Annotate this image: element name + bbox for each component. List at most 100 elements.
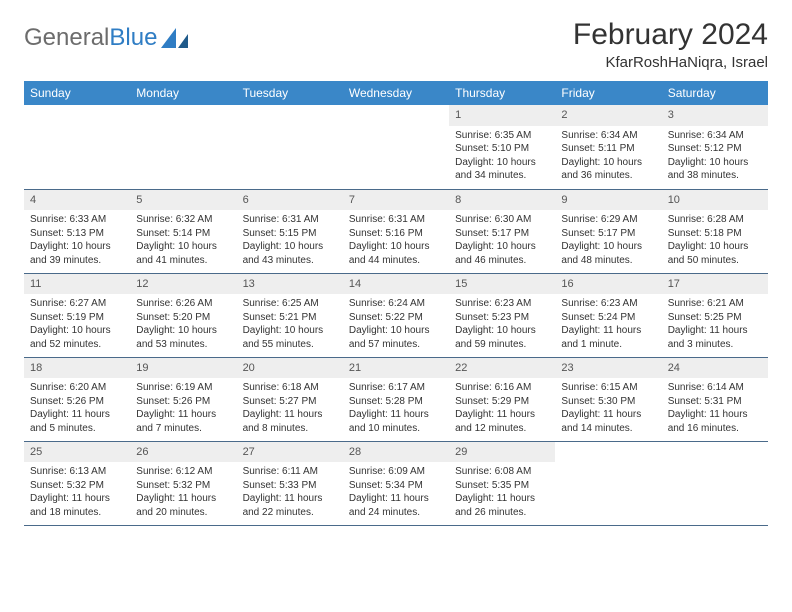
day-number: 23 <box>555 358 661 379</box>
day-body: Sunrise: 6:16 AMSunset: 5:29 PMDaylight:… <box>449 378 555 438</box>
sail-icon <box>161 28 189 48</box>
day-body: Sunrise: 6:35 AMSunset: 5:10 PMDaylight:… <box>449 126 555 186</box>
calendar-table: SundayMondayTuesdayWednesdayThursdayFrid… <box>24 81 768 526</box>
calendar-cell: 15Sunrise: 6:23 AMSunset: 5:23 PMDayligh… <box>449 273 555 357</box>
brand-part1: General <box>24 24 109 52</box>
calendar-cell: 28Sunrise: 6:09 AMSunset: 5:34 PMDayligh… <box>343 441 449 525</box>
calendar-cell: 20Sunrise: 6:18 AMSunset: 5:27 PMDayligh… <box>237 357 343 441</box>
weekday-header: Thursday <box>449 81 555 105</box>
calendar-cell: 25Sunrise: 6:13 AMSunset: 5:32 PMDayligh… <box>24 441 130 525</box>
day-body: Sunrise: 6:27 AMSunset: 5:19 PMDaylight:… <box>24 294 130 354</box>
day-body: Sunrise: 6:28 AMSunset: 5:18 PMDaylight:… <box>662 210 768 270</box>
day-number: 21 <box>343 358 449 379</box>
day-number: 3 <box>662 105 768 126</box>
calendar-cell: 26Sunrise: 6:12 AMSunset: 5:32 PMDayligh… <box>130 441 236 525</box>
calendar-cell: 5Sunrise: 6:32 AMSunset: 5:14 PMDaylight… <box>130 189 236 273</box>
calendar-cell: 17Sunrise: 6:21 AMSunset: 5:25 PMDayligh… <box>662 273 768 357</box>
day-number: 27 <box>237 442 343 463</box>
weekday-header: Monday <box>130 81 236 105</box>
calendar-row: 4Sunrise: 6:33 AMSunset: 5:13 PMDaylight… <box>24 189 768 273</box>
calendar-cell: 24Sunrise: 6:14 AMSunset: 5:31 PMDayligh… <box>662 357 768 441</box>
calendar-cell: 29Sunrise: 6:08 AMSunset: 5:35 PMDayligh… <box>449 441 555 525</box>
day-number: 5 <box>130 190 236 211</box>
weekday-header: Friday <box>555 81 661 105</box>
day-body: Sunrise: 6:32 AMSunset: 5:14 PMDaylight:… <box>130 210 236 270</box>
day-body: Sunrise: 6:20 AMSunset: 5:26 PMDaylight:… <box>24 378 130 438</box>
day-body: Sunrise: 6:31 AMSunset: 5:16 PMDaylight:… <box>343 210 449 270</box>
day-body: Sunrise: 6:24 AMSunset: 5:22 PMDaylight:… <box>343 294 449 354</box>
calendar-cell: 18Sunrise: 6:20 AMSunset: 5:26 PMDayligh… <box>24 357 130 441</box>
calendar-cell: 6Sunrise: 6:31 AMSunset: 5:15 PMDaylight… <box>237 189 343 273</box>
day-body: Sunrise: 6:34 AMSunset: 5:11 PMDaylight:… <box>555 126 661 186</box>
calendar-cell-empty <box>237 105 343 189</box>
day-body: Sunrise: 6:23 AMSunset: 5:23 PMDaylight:… <box>449 294 555 354</box>
day-number: 17 <box>662 274 768 295</box>
day-number: 24 <box>662 358 768 379</box>
day-body: Sunrise: 6:12 AMSunset: 5:32 PMDaylight:… <box>130 462 236 522</box>
day-body: Sunrise: 6:29 AMSunset: 5:17 PMDaylight:… <box>555 210 661 270</box>
day-body: Sunrise: 6:13 AMSunset: 5:32 PMDaylight:… <box>24 462 130 522</box>
day-body: Sunrise: 6:09 AMSunset: 5:34 PMDaylight:… <box>343 462 449 522</box>
day-number: 22 <box>449 358 555 379</box>
calendar-cell: 21Sunrise: 6:17 AMSunset: 5:28 PMDayligh… <box>343 357 449 441</box>
calendar-cell: 16Sunrise: 6:23 AMSunset: 5:24 PMDayligh… <box>555 273 661 357</box>
brand-logo: GeneralBlue <box>24 18 189 52</box>
calendar-cell: 10Sunrise: 6:28 AMSunset: 5:18 PMDayligh… <box>662 189 768 273</box>
calendar-cell: 27Sunrise: 6:11 AMSunset: 5:33 PMDayligh… <box>237 441 343 525</box>
calendar-cell: 11Sunrise: 6:27 AMSunset: 5:19 PMDayligh… <box>24 273 130 357</box>
day-body: Sunrise: 6:23 AMSunset: 5:24 PMDaylight:… <box>555 294 661 354</box>
day-number: 25 <box>24 442 130 463</box>
calendar-cell: 2Sunrise: 6:34 AMSunset: 5:11 PMDaylight… <box>555 105 661 189</box>
calendar-cell: 1Sunrise: 6:35 AMSunset: 5:10 PMDaylight… <box>449 105 555 189</box>
calendar-cell-empty <box>343 105 449 189</box>
calendar-cell: 4Sunrise: 6:33 AMSunset: 5:13 PMDaylight… <box>24 189 130 273</box>
day-body: Sunrise: 6:21 AMSunset: 5:25 PMDaylight:… <box>662 294 768 354</box>
day-body: Sunrise: 6:14 AMSunset: 5:31 PMDaylight:… <box>662 378 768 438</box>
day-body: Sunrise: 6:08 AMSunset: 5:35 PMDaylight:… <box>449 462 555 522</box>
day-body: Sunrise: 6:33 AMSunset: 5:13 PMDaylight:… <box>24 210 130 270</box>
day-body: Sunrise: 6:18 AMSunset: 5:27 PMDaylight:… <box>237 378 343 438</box>
calendar-cell: 19Sunrise: 6:19 AMSunset: 5:26 PMDayligh… <box>130 357 236 441</box>
calendar-row: 25Sunrise: 6:13 AMSunset: 5:32 PMDayligh… <box>24 441 768 525</box>
day-number: 20 <box>237 358 343 379</box>
day-body: Sunrise: 6:25 AMSunset: 5:21 PMDaylight:… <box>237 294 343 354</box>
calendar-cell: 8Sunrise: 6:30 AMSunset: 5:17 PMDaylight… <box>449 189 555 273</box>
calendar-row: 18Sunrise: 6:20 AMSunset: 5:26 PMDayligh… <box>24 357 768 441</box>
day-body: Sunrise: 6:34 AMSunset: 5:12 PMDaylight:… <box>662 126 768 186</box>
day-body: Sunrise: 6:30 AMSunset: 5:17 PMDaylight:… <box>449 210 555 270</box>
day-body: Sunrise: 6:19 AMSunset: 5:26 PMDaylight:… <box>130 378 236 438</box>
day-number: 19 <box>130 358 236 379</box>
calendar-cell: 3Sunrise: 6:34 AMSunset: 5:12 PMDaylight… <box>662 105 768 189</box>
brand-part2: Blue <box>109 24 157 52</box>
calendar-cell: 12Sunrise: 6:26 AMSunset: 5:20 PMDayligh… <box>130 273 236 357</box>
weekday-header-row: SundayMondayTuesdayWednesdayThursdayFrid… <box>24 81 768 105</box>
month-title: February 2024 <box>573 18 768 52</box>
day-number: 28 <box>343 442 449 463</box>
calendar-row: 11Sunrise: 6:27 AMSunset: 5:19 PMDayligh… <box>24 273 768 357</box>
location-label: KfarRoshHaNiqra, Israel <box>573 54 768 71</box>
calendar-cell-empty <box>555 441 661 525</box>
day-body: Sunrise: 6:31 AMSunset: 5:15 PMDaylight:… <box>237 210 343 270</box>
day-number: 16 <box>555 274 661 295</box>
calendar-cell-empty <box>24 105 130 189</box>
day-number: 14 <box>343 274 449 295</box>
calendar-cell-empty <box>130 105 236 189</box>
day-number: 26 <box>130 442 236 463</box>
title-block: February 2024 KfarRoshHaNiqra, Israel <box>573 18 768 71</box>
calendar-cell: 7Sunrise: 6:31 AMSunset: 5:16 PMDaylight… <box>343 189 449 273</box>
calendar-cell-empty <box>662 441 768 525</box>
weekday-header: Sunday <box>24 81 130 105</box>
day-number: 15 <box>449 274 555 295</box>
day-number: 2 <box>555 105 661 126</box>
day-number: 13 <box>237 274 343 295</box>
day-number: 12 <box>130 274 236 295</box>
day-number: 18 <box>24 358 130 379</box>
day-number: 11 <box>24 274 130 295</box>
calendar-cell: 23Sunrise: 6:15 AMSunset: 5:30 PMDayligh… <box>555 357 661 441</box>
calendar-cell: 22Sunrise: 6:16 AMSunset: 5:29 PMDayligh… <box>449 357 555 441</box>
weekday-header: Tuesday <box>237 81 343 105</box>
header: GeneralBlue February 2024 KfarRoshHaNiqr… <box>24 18 768 71</box>
day-body: Sunrise: 6:15 AMSunset: 5:30 PMDaylight:… <box>555 378 661 438</box>
day-number: 9 <box>555 190 661 211</box>
calendar-cell: 13Sunrise: 6:25 AMSunset: 5:21 PMDayligh… <box>237 273 343 357</box>
